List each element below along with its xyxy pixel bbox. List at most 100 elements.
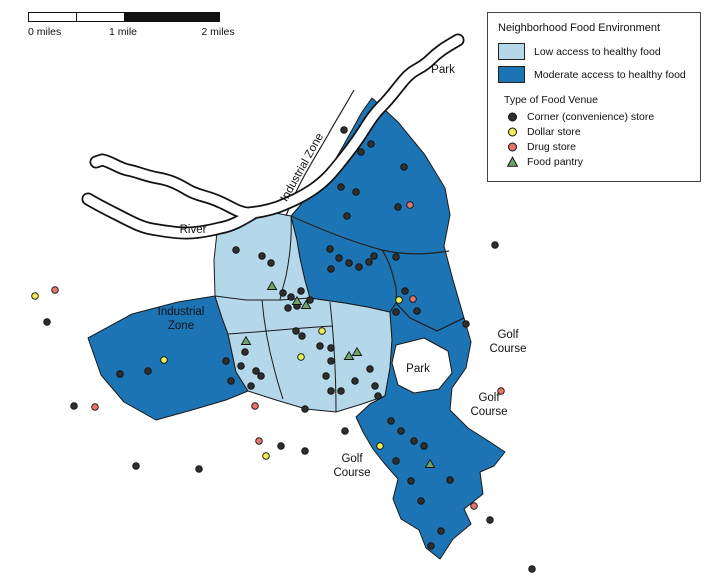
label-park-inner: Park <box>406 363 430 375</box>
label-golf-course-1-line2: Course <box>489 343 526 355</box>
marker-drug <box>497 387 505 395</box>
label-industrial-area-line1: Industrial <box>158 306 205 318</box>
corner-store-icon <box>508 112 517 122</box>
marker-pantry <box>291 295 303 305</box>
marker-drug <box>406 201 414 209</box>
legend-item-drug-store: Drug store <box>506 141 690 153</box>
legend-item-food-pantry: Food pantry <box>506 156 690 168</box>
marker-dollar <box>395 296 403 304</box>
road-northeast <box>290 215 450 255</box>
marker-corner <box>365 258 373 266</box>
label-golf-course-3-line2: Course <box>333 467 370 479</box>
marker-dollar <box>31 292 39 300</box>
marker-corner <box>327 265 335 273</box>
legend-item-dollar-store: Dollar store <box>506 126 690 138</box>
marker-corner <box>427 542 435 550</box>
marker-corner <box>301 447 309 455</box>
label-golf-course-2-line1: Golf <box>478 392 500 404</box>
marker-drug <box>409 295 417 303</box>
marker-dollar <box>160 356 168 364</box>
label-golf-course-2-line2: Course <box>470 406 507 418</box>
marker-corner <box>366 365 374 373</box>
marker-corner <box>370 252 378 260</box>
marker-corner <box>337 387 345 395</box>
marker-corner <box>486 516 494 524</box>
marker-corner <box>407 477 415 485</box>
marker-corner <box>277 442 285 450</box>
marker-corner <box>132 462 140 470</box>
river-water <box>83 35 463 238</box>
marker-dollar <box>318 327 326 335</box>
marker-corner <box>144 367 152 375</box>
marker-pantry <box>240 335 252 345</box>
legend-item-low-access: Low access to healthy food <box>498 43 690 60</box>
marker-corner <box>446 476 454 484</box>
scale-bar-graphic <box>28 12 220 22</box>
venue-legend-title: Type of Food Venue <box>504 94 598 106</box>
marker-corner <box>462 320 470 328</box>
marker-corner <box>327 357 335 365</box>
marker-pantry <box>300 299 312 309</box>
marker-corner <box>335 254 343 262</box>
label-industrial-area-line2: Zone <box>168 320 194 332</box>
marker-corner <box>287 293 295 301</box>
marker-corner <box>247 382 255 390</box>
moderate-access-swatch <box>498 66 525 83</box>
marker-corner <box>397 427 405 435</box>
marker-corner <box>392 308 400 316</box>
marker-pantry <box>351 346 363 356</box>
marker-corner <box>301 405 309 413</box>
marker-corner <box>297 287 305 295</box>
moderate-access-label: Moderate access to healthy food <box>534 68 686 81</box>
corner-store-label: Corner (convenience) store <box>527 111 655 123</box>
low-access-swatch <box>498 43 525 60</box>
marker-corner <box>306 296 314 304</box>
marker-corner <box>392 253 400 261</box>
scale-bar-segment <box>124 13 219 21</box>
marker-corner <box>357 148 365 156</box>
scale-label-2: 2 miles <box>201 26 235 38</box>
label-golf-course-3-line1: Golf <box>341 453 363 465</box>
marker-corner <box>374 392 382 400</box>
marker-dollar <box>376 442 384 450</box>
marker-drug <box>255 437 263 445</box>
marker-corner <box>222 357 230 365</box>
marker-corner <box>267 259 275 267</box>
marker-corner <box>367 140 375 148</box>
marker-drug <box>91 403 99 411</box>
marker-corner <box>420 442 428 450</box>
marker-corner <box>116 370 124 378</box>
marker-corner <box>227 377 235 385</box>
marker-corner <box>401 287 409 295</box>
label-golf-course-1-line1: Golf <box>497 329 519 341</box>
marker-dollar <box>297 353 305 361</box>
marker-drug <box>251 402 259 410</box>
marker-corner <box>327 387 335 395</box>
marker-corner <box>316 342 324 350</box>
marker-corner <box>491 241 499 249</box>
food-pantry-label: Food pantry <box>527 156 584 168</box>
scale-label-1: 1 mile <box>108 26 138 38</box>
marker-corner <box>241 348 249 356</box>
marker-corner <box>417 497 425 505</box>
marker-corner <box>322 372 330 380</box>
marker-pantry <box>424 458 436 468</box>
marker-corner <box>413 307 421 315</box>
legend-title: Neighborhood Food Environment <box>498 22 661 34</box>
scale-bar-segment <box>76 13 125 21</box>
marker-corner <box>371 382 379 390</box>
marker-corner <box>351 377 359 385</box>
marker-corner <box>327 344 335 352</box>
marker-corner <box>387 417 395 425</box>
marker-corner <box>437 527 445 535</box>
scale-bar: 0 miles 1 mile 2 miles <box>28 12 235 40</box>
marker-corner <box>528 565 536 573</box>
marker-corner <box>410 437 418 445</box>
marker-corner <box>258 252 266 260</box>
marker-corner <box>355 263 363 271</box>
marker-pantry <box>266 280 278 290</box>
park-hole <box>391 337 453 394</box>
